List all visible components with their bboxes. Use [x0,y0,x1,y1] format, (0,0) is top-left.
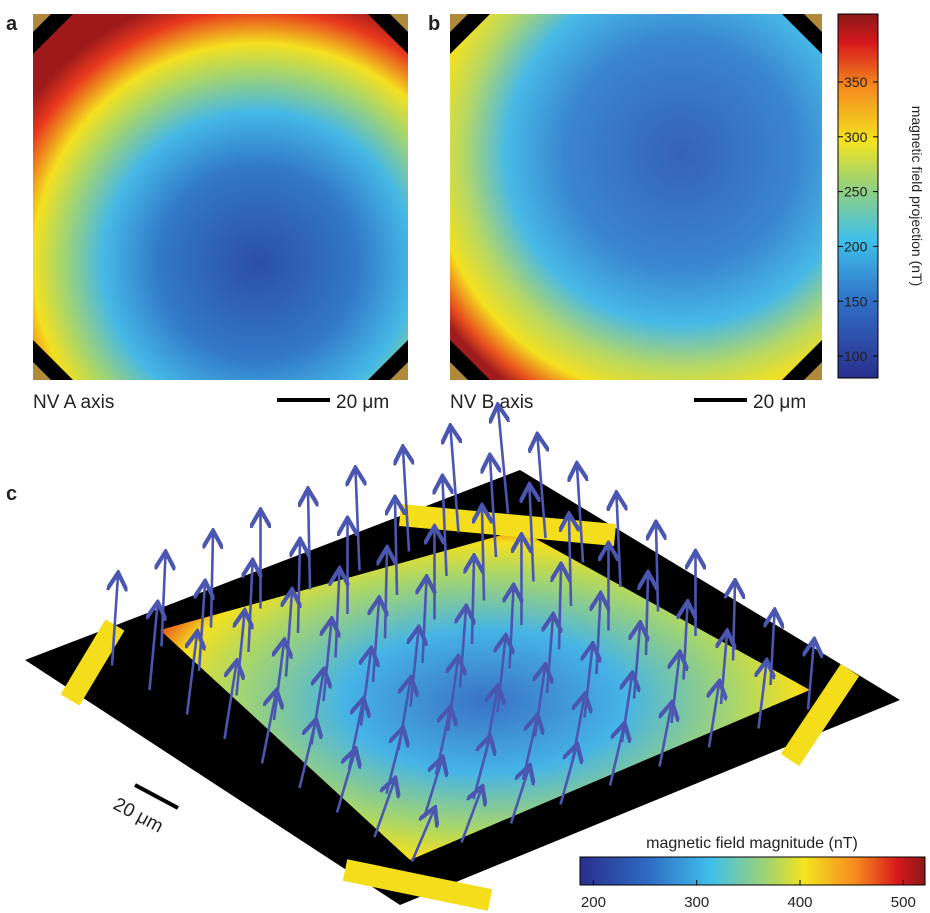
arrow [482,508,484,601]
arrow [356,470,360,571]
arrow [361,651,371,726]
arrow [658,705,672,767]
arrow [472,558,474,645]
arrow [721,633,727,705]
arrow [451,428,459,533]
arrow [274,642,284,721]
arrow [771,612,775,686]
arrow [423,579,427,664]
arrow [510,588,514,669]
scale-label: 20 μm [110,794,167,838]
tick-label: 300 [844,129,868,145]
arrow [709,684,719,748]
arrow [308,491,310,590]
arrow [535,667,545,737]
colorbar-label: magnetic field projection (nT) [909,106,925,287]
arrow [395,500,397,596]
arrow [434,709,450,775]
tick-label: 200 [581,894,606,911]
panel-a-image [33,14,408,380]
arrow [509,768,529,824]
arrow [498,407,508,514]
arrow [403,449,409,552]
arrow [521,717,537,781]
arrow [684,604,688,680]
arrow [335,751,355,813]
arrow [530,487,534,582]
arrow [617,495,621,588]
arrow [656,525,658,612]
arrow [347,701,363,770]
arrow [448,659,458,732]
arrow [808,642,814,710]
arrow [373,600,379,683]
arrow [223,663,237,740]
arrow [597,596,601,675]
arrow [646,575,648,656]
arrow [569,516,571,607]
arrow [759,663,767,729]
arrow [577,466,583,563]
colorbar [579,856,926,886]
arrow [733,583,735,661]
arrow [260,693,276,764]
panel-letter: a [6,13,18,35]
arrow [460,609,466,688]
tick-label: 100 [844,348,868,364]
arrow [490,458,496,558]
tick-label: 400 [787,894,812,911]
arrow [336,571,340,658]
arrow [672,654,680,724]
arrow [211,533,213,628]
arrow [571,696,585,762]
arrow [443,479,447,577]
arrow [411,630,419,707]
arrow [112,575,118,666]
tick-label: 200 [844,238,868,254]
arrow [397,680,411,751]
arrow [410,810,434,863]
arrow [310,672,324,745]
panel-b-image [450,14,822,380]
caption: NV A axis [33,392,114,413]
arrow [199,584,205,672]
tick-label: 150 [844,293,868,309]
tick-label: 300 [684,894,709,911]
arrow [324,621,332,702]
arrow [286,592,292,677]
arrow [422,759,442,819]
arrow [498,638,506,713]
arrow [585,646,593,718]
arrow [547,617,553,694]
tick-label: 250 [844,184,868,200]
arrow [187,634,197,715]
arrow [460,789,482,843]
panel-letter: c [6,483,17,505]
arrow [237,613,245,696]
scale-bar [134,783,179,810]
arrow [634,625,640,699]
scale-label: 20 μm [753,392,806,413]
arrow [249,563,253,653]
arrow [559,567,561,650]
colorbar [837,13,879,379]
arrow [373,780,395,838]
arrow [622,675,632,743]
colorbar-label: magnetic field magnitude (nT) [646,835,858,852]
caption: NV B axis [450,392,533,413]
tick-label: 500 [891,894,916,911]
arrow [298,542,300,634]
arrow [150,605,158,691]
arrow [484,688,498,756]
arrow [385,550,387,639]
arrow [162,554,166,647]
arrow [538,437,546,539]
tick-label: 350 [844,74,868,90]
panel-letter: b [428,13,440,35]
scale-label: 20 μm [336,392,389,413]
vector-field [112,407,814,863]
